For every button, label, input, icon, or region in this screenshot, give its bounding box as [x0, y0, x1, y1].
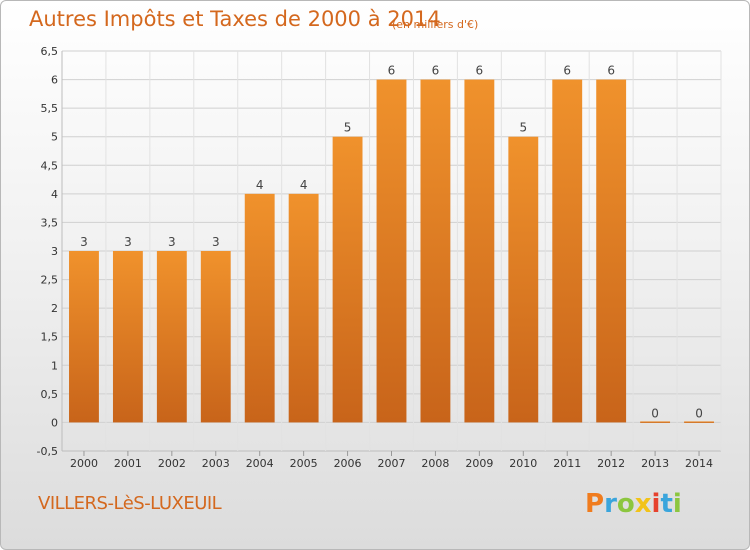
- x-tick-label-2009: 2009: [465, 457, 493, 470]
- y-tick-label: 1: [51, 359, 58, 372]
- x-tick-label-2006: 2006: [334, 457, 362, 470]
- logo-letter: x: [634, 489, 652, 519]
- y-tick-label: 6: [51, 74, 58, 87]
- y-tick-label: 5: [51, 131, 58, 144]
- chart-title: Autres Impôts et Taxes de 2000 à 2014: [29, 7, 441, 31]
- logo-letter: P: [585, 489, 605, 519]
- data-label-2000: 3: [80, 235, 88, 249]
- bar-2002: [156, 251, 187, 423]
- commune-name: VILLERS-LèS-LUXEUIL: [38, 493, 222, 514]
- data-label-2011: 6: [563, 64, 571, 78]
- axis-layer: -0,5 0 0,5 1 1,5 2 2,5 3 3,5 4 4,5 5 5,5 6 6,5 2000 2001…: [37, 45, 714, 470]
- x-tick-label-2008: 2008: [421, 457, 449, 470]
- x-tick-label-2001: 2001: [114, 457, 142, 470]
- bar-2006: [332, 136, 363, 423]
- y-tick-label: 3: [51, 245, 58, 258]
- x-tick-label-2003: 2003: [202, 457, 230, 470]
- bar-2009: [464, 79, 495, 423]
- bar-2014: [684, 421, 714, 423]
- y-tick-label: 4: [51, 188, 58, 201]
- x-tick-label-2011: 2011: [553, 457, 581, 470]
- x-tick-label-2002: 2002: [158, 457, 186, 470]
- data-label-2002: 3: [168, 235, 176, 249]
- y-tick-label: 5,5: [41, 102, 59, 115]
- bar-2007: [376, 79, 407, 423]
- x-tick-label-2012: 2012: [597, 457, 625, 470]
- bar-2005: [288, 193, 319, 423]
- logo-letter: i: [651, 489, 661, 519]
- x-tick-label-2007: 2007: [378, 457, 406, 470]
- x-tick-label-2014: 2014: [685, 457, 713, 470]
- data-label-2013: 0: [651, 406, 659, 420]
- bar-2012: [596, 79, 627, 423]
- data-label-2001: 3: [124, 235, 132, 249]
- data-label-2012: 6: [607, 64, 615, 78]
- bar-2010: [508, 136, 539, 423]
- y-tick-label: 0: [51, 416, 58, 429]
- bar-2011: [552, 79, 583, 423]
- data-label-2008: 6: [432, 64, 440, 78]
- x-tick-label-2005: 2005: [290, 457, 318, 470]
- x-tick-label-2010: 2010: [509, 457, 537, 470]
- logo-letter: i: [672, 489, 682, 519]
- data-label-2010: 5: [519, 121, 527, 135]
- proxiti-logo: Proxiti: [585, 489, 682, 519]
- y-tick-label: 2: [51, 302, 58, 315]
- x-tick-label-2004: 2004: [246, 457, 274, 470]
- data-label-2005: 4: [300, 178, 308, 192]
- bars-layer: 3 3 3 3 4 4 5 6 6 6 5 6 6 0 0: [69, 64, 714, 423]
- logo-letter: o: [616, 489, 635, 519]
- bar-2003: [200, 251, 231, 423]
- bar-2000: [69, 251, 99, 423]
- bar-2001: [112, 251, 143, 423]
- y-tick-label: 3,5: [41, 216, 59, 229]
- data-label-2004: 4: [256, 178, 264, 192]
- data-label-2006: 5: [344, 121, 352, 135]
- y-tick-label: 1,5: [41, 331, 59, 344]
- y-tick-label: 6,5: [41, 45, 59, 58]
- x-tick-label-2013: 2013: [641, 457, 669, 470]
- logo-letter: r: [604, 489, 617, 519]
- y-tick-label: -0,5: [37, 445, 58, 458]
- data-label-2014: 0: [695, 406, 703, 420]
- y-tick-label: 0,5: [41, 388, 59, 401]
- bar-2008: [420, 79, 451, 423]
- bar-2004: [244, 193, 275, 423]
- logo-letter: t: [660, 489, 673, 519]
- y-tick-label: 2,5: [41, 274, 59, 287]
- data-label-2003: 3: [212, 235, 220, 249]
- bar-2013: [640, 421, 671, 423]
- y-tick-label: 4,5: [41, 159, 59, 172]
- data-label-2007: 6: [388, 64, 396, 78]
- chart-subtitle: (en milliers d'€): [392, 18, 479, 31]
- data-label-2009: 6: [476, 64, 484, 78]
- x-tick-label-2000: 2000: [70, 457, 98, 470]
